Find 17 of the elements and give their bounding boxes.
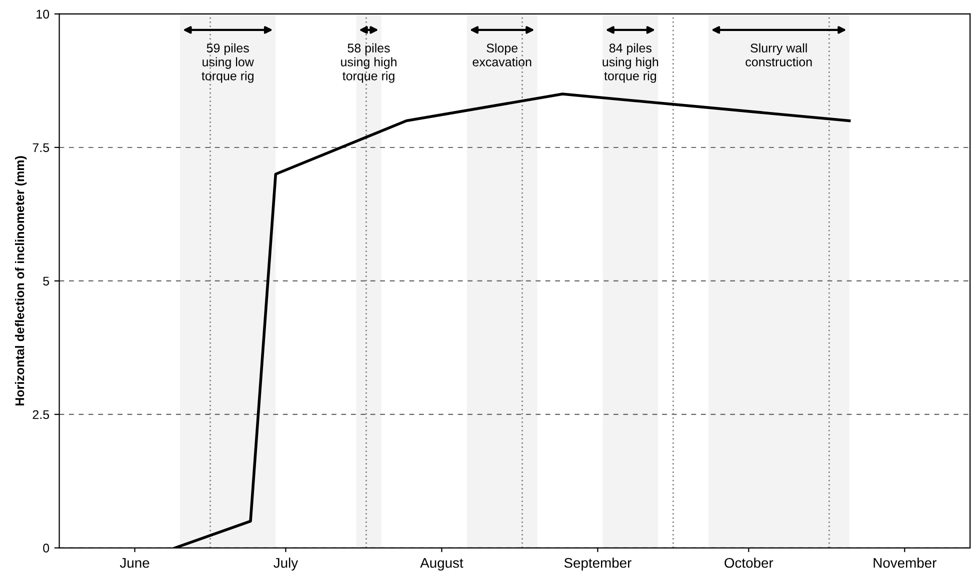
band-label: 84 piles using high torque rig [602, 43, 658, 83]
x-tick-label: July [274, 558, 298, 571]
x-tick-label: November [874, 558, 936, 568]
band-label: Slurry wall construction [746, 43, 812, 66]
y-tick-label: 2.5 [32, 410, 50, 420]
band-label: 58 piles using high torque rig [341, 43, 396, 83]
x-tick-label: September [564, 558, 632, 571]
y-tick-label: 7.5 [32, 143, 50, 152]
y-axis-title: Horizontal deflection of inclinometer (mm) [14, 156, 27, 406]
x-tick-label: October [724, 558, 774, 568]
y-tick-label: 10 [36, 10, 50, 19]
x-tick-label: August [420, 558, 464, 571]
y-tick-label: 0 [43, 544, 50, 553]
band-label: Slope excavation [472, 43, 532, 66]
band-label: 59 piles using low torque rig [202, 43, 254, 83]
y-tick-label: 5 [43, 276, 50, 286]
x-tick-label: June [120, 558, 150, 568]
